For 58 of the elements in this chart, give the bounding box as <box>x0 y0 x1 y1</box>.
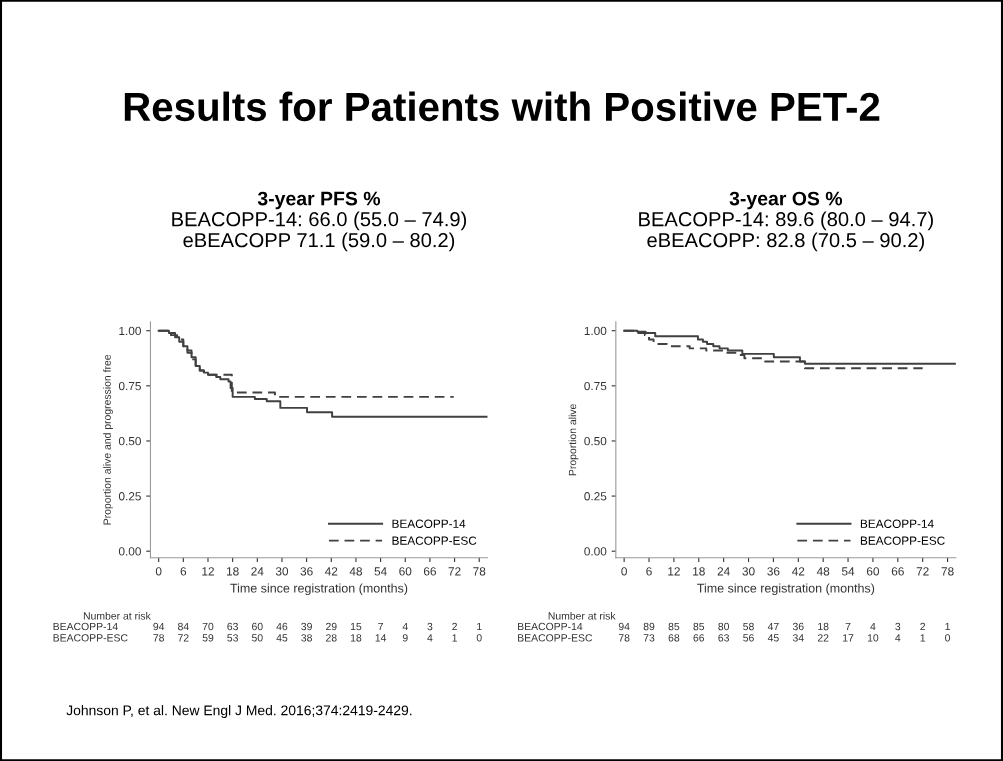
chart-title: 3-year PFS % <box>257 191 381 210</box>
x-tick-label: 78 <box>941 567 954 576</box>
y-axis-title: Proportion alive <box>568 404 579 476</box>
x-tick-label: 78 <box>473 567 486 576</box>
text: Johnson P, et al. New Engl J Med. 2016;374:2419-2429. <box>66 705 412 719</box>
x-tick-label: 36 <box>767 567 780 576</box>
x-tick-label: 6 <box>180 567 187 576</box>
x-tick-label: 60 <box>866 567 880 576</box>
text: Results for Patients with Positive PET-2 <box>124 91 880 122</box>
text: Number at risk <box>83 611 151 620</box>
legend-label: BEACOPP-14 <box>860 519 934 528</box>
x-tick-label: 30 <box>275 567 289 576</box>
y-tick-label: 0.50 <box>584 436 607 446</box>
x-tick-label: 42 <box>324 567 338 576</box>
x-tick-label: 12 <box>202 567 214 576</box>
legend-label: BEACOPP-ESC <box>860 536 945 545</box>
x-tick-label: 72 <box>448 567 461 576</box>
x-tick-label: 0 <box>155 567 162 576</box>
y-tick-label: 0.75 <box>118 381 141 391</box>
legend-label: BEACOPP-14 <box>392 519 466 528</box>
x-tick-label: 66 <box>423 567 436 576</box>
y-tick-label: 0.25 <box>584 492 607 501</box>
chart-subtitle: BEACOPP-14: 66.0 (55.0 – 74.9) eBEACOPP 71.1 (59.0 – 80.2) <box>172 211 467 252</box>
x-tick-label: 48 <box>349 567 362 576</box>
x-tick-label: 60 <box>399 567 412 576</box>
x-axis-title: Time since registration (months) <box>697 583 875 596</box>
x-tick-label: 72 <box>916 567 929 576</box>
x-tick-label: 66 <box>891 567 904 576</box>
x-tick-label: 48 <box>816 567 830 576</box>
text: Number at risk <box>548 611 616 620</box>
y-tick-label: 0.00 <box>584 547 607 556</box>
x-tick-label: 24 <box>717 567 730 576</box>
y-tick-label: 1.00 <box>119 326 141 336</box>
chart-subtitle: BEACOPP-14: 89.6 (80.0 – 94.7) eBEACOPP: 82.8 (70.5 – 90.2) <box>639 211 933 252</box>
chart-title: 3-year OS % <box>729 191 843 210</box>
legend-label: BEACOPP-ESC <box>392 536 477 545</box>
x-tick-label: 54 <box>841 567 855 576</box>
x-tick-label: 30 <box>742 567 755 576</box>
y-tick-label: 0.75 <box>584 381 607 391</box>
text: BEACOPP-ESC 78 73 68 66 63 56 45 34 22 17 10 4 1 0 <box>518 634 951 642</box>
x-tick-label: 36 <box>300 567 313 576</box>
y-tick-label: 0.25 <box>118 492 141 501</box>
x-tick-label: 0 <box>621 567 627 576</box>
x-tick-label: 18 <box>693 567 705 576</box>
x-tick-label: 12 <box>668 567 680 576</box>
x-axis-title: Time since registration (months) <box>230 583 408 596</box>
x-tick-label: 6 <box>646 567 652 576</box>
x-tick-label: 42 <box>792 567 805 576</box>
x-tick-label: 54 <box>374 567 387 576</box>
y-tick-label: 1.00 <box>584 326 607 336</box>
text: BEACOPP-ESC 78 72 59 53 50 45 38 28 18 14 9 4 1 0 <box>53 634 482 642</box>
x-tick-label: 18 <box>226 567 239 576</box>
x-tick-label: 24 <box>251 567 264 576</box>
y-tick-label: 0.00 <box>118 547 141 556</box>
y-tick-label: 0.50 <box>118 436 141 446</box>
y-axis-title: Proportion alive and progression free <box>103 354 113 525</box>
text: BEACOPP-14 94 84 70 63 60 46 39 29 15 7 4 3 2 1 <box>53 622 482 631</box>
text: BEACOPP-14 94 89 85 85 80 58 47 36 18 7 4 3 2 1 <box>518 622 950 631</box>
